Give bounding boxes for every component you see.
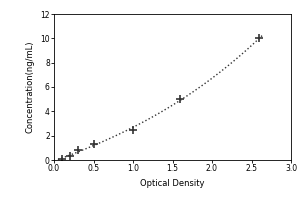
X-axis label: Optical Density: Optical Density xyxy=(140,179,205,188)
Y-axis label: Concentration(ng/mL): Concentration(ng/mL) xyxy=(26,41,35,133)
